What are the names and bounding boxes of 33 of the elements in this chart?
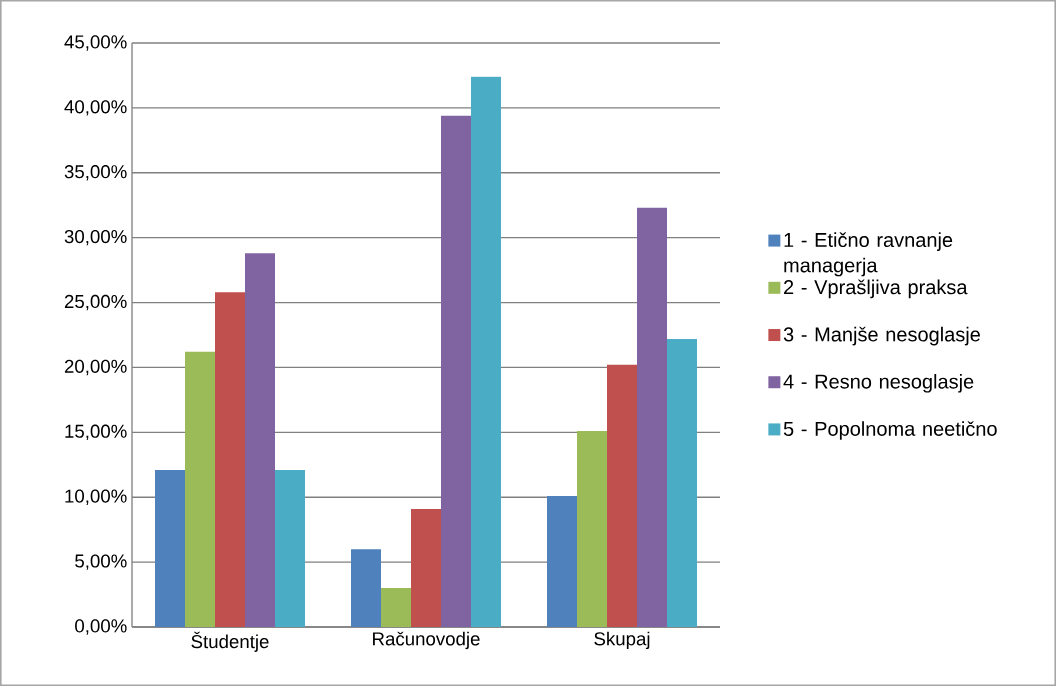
bar — [471, 76, 501, 627]
y-tick-label: 0,00% — [75, 619, 127, 635]
x-tick-label: Skupaj — [594, 631, 650, 650]
y-tick-label: 5,00% — [75, 554, 127, 570]
bar — [381, 588, 411, 627]
y-tick-label: 10,00% — [65, 489, 127, 505]
bar — [185, 351, 215, 627]
bar — [275, 469, 305, 627]
y-tick-label: 45,00% — [64, 35, 127, 51]
bar — [351, 549, 381, 627]
bar — [607, 364, 637, 627]
bar — [155, 469, 185, 627]
y-tick-label: 30,00% — [64, 229, 127, 246]
bar — [637, 207, 667, 627]
bar — [577, 431, 607, 627]
y-tick-label: 40,00% — [64, 100, 127, 116]
y-tick-label: 15,00% — [65, 424, 127, 441]
legend-label: 2 - Vprašljiva praksa — [784, 279, 968, 299]
legend-label: 3 - Manjše nesoglasje — [783, 326, 980, 346]
x-tick-label: Računovodje — [373, 631, 480, 650]
bar — [215, 292, 245, 627]
bar — [547, 495, 577, 627]
legend-label: 5 - Popolnoma neetično — [783, 421, 997, 440]
y-tick-label: 35,00% — [64, 165, 127, 181]
bar — [667, 338, 697, 627]
bar — [411, 508, 441, 627]
x-tick-label: Študentje — [191, 631, 269, 652]
legend-label: 1 - Etično ravnanje managerja — [784, 232, 953, 277]
bar — [245, 253, 275, 627]
y-tick-label: 20,00% — [64, 359, 127, 376]
bar — [441, 115, 471, 627]
legend-label: 4 - Resno nesoglasje — [783, 373, 974, 393]
y-tick-label: 25,00% — [64, 294, 127, 311]
